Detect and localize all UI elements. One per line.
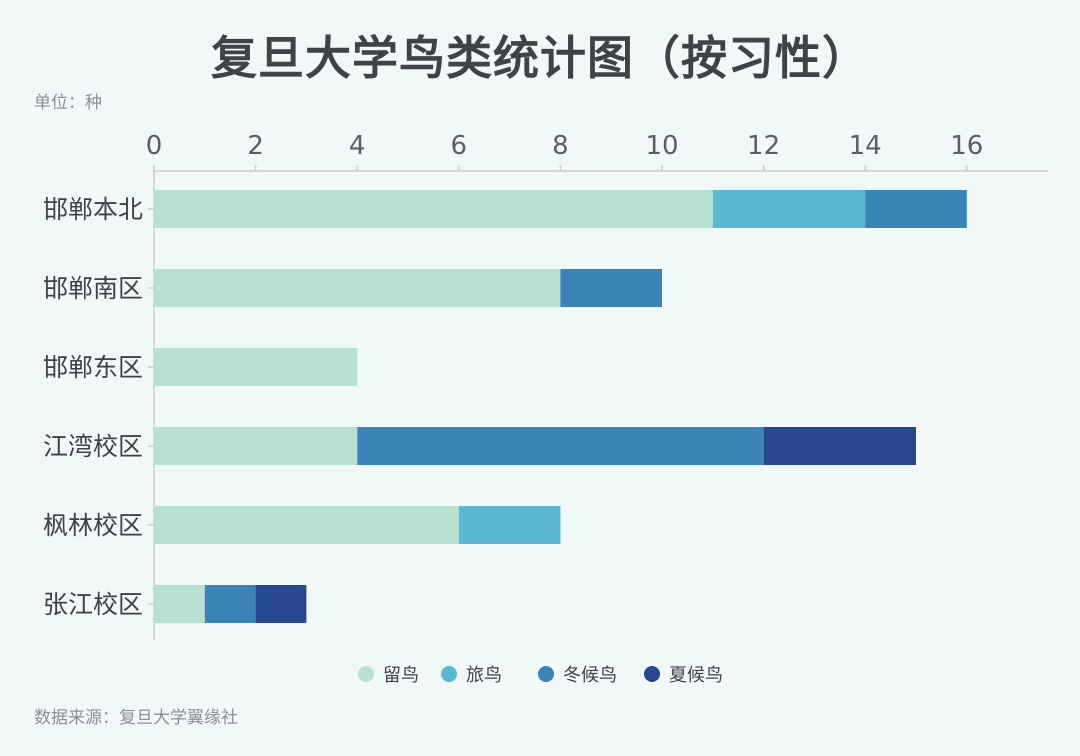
bar-segment	[154, 427, 358, 465]
y-category-label: 江湾校区	[43, 432, 143, 461]
y-category-label: 邯郸东区	[43, 353, 143, 382]
bar-segment	[255, 585, 307, 623]
x-tick-label: 4	[349, 131, 366, 161]
x-tick-label: 2	[247, 131, 264, 161]
unit-label: 单位：种	[34, 93, 102, 113]
bar-segment	[154, 348, 358, 386]
legend-marker	[358, 666, 374, 682]
legend-label: 留鸟	[383, 665, 419, 686]
bar-segment	[357, 427, 764, 465]
x-tick-label: 16	[950, 131, 983, 161]
bar-segment	[712, 190, 866, 228]
x-tick-label: 8	[552, 131, 569, 161]
bar-segment	[154, 190, 713, 228]
bar-segment	[560, 269, 662, 307]
chart-title: 复旦大学鸟类统计图（按习性）	[211, 31, 869, 85]
x-tick-label: 12	[747, 131, 780, 161]
legend-marker	[538, 666, 554, 682]
x-tick-label: 6	[451, 131, 468, 161]
bar-segment	[154, 506, 459, 544]
x-tick-label: 14	[849, 131, 882, 161]
x-tick-label: 10	[645, 131, 678, 161]
bar-segment	[154, 585, 205, 623]
legend-label: 旅鸟	[466, 665, 502, 686]
y-category-label: 邯郸本北	[43, 195, 143, 224]
legend-marker	[644, 666, 660, 682]
legend-marker	[441, 666, 457, 682]
legend-label: 冬候鸟	[563, 665, 617, 686]
y-category-label: 张江校区	[43, 590, 143, 619]
x-tick-label: 0	[146, 131, 163, 161]
bar-segment	[458, 506, 561, 544]
y-category-label: 邯郸南区	[43, 274, 143, 303]
data-source-note: 数据来源：复旦大学翼缘社	[34, 708, 238, 728]
legend-label: 夏候鸟	[669, 665, 723, 686]
bar-segment	[865, 190, 967, 228]
bar-segment	[204, 585, 256, 623]
bar-segment	[154, 269, 561, 307]
bar-segment	[763, 427, 916, 465]
y-category-label: 枫林校区	[43, 511, 143, 540]
